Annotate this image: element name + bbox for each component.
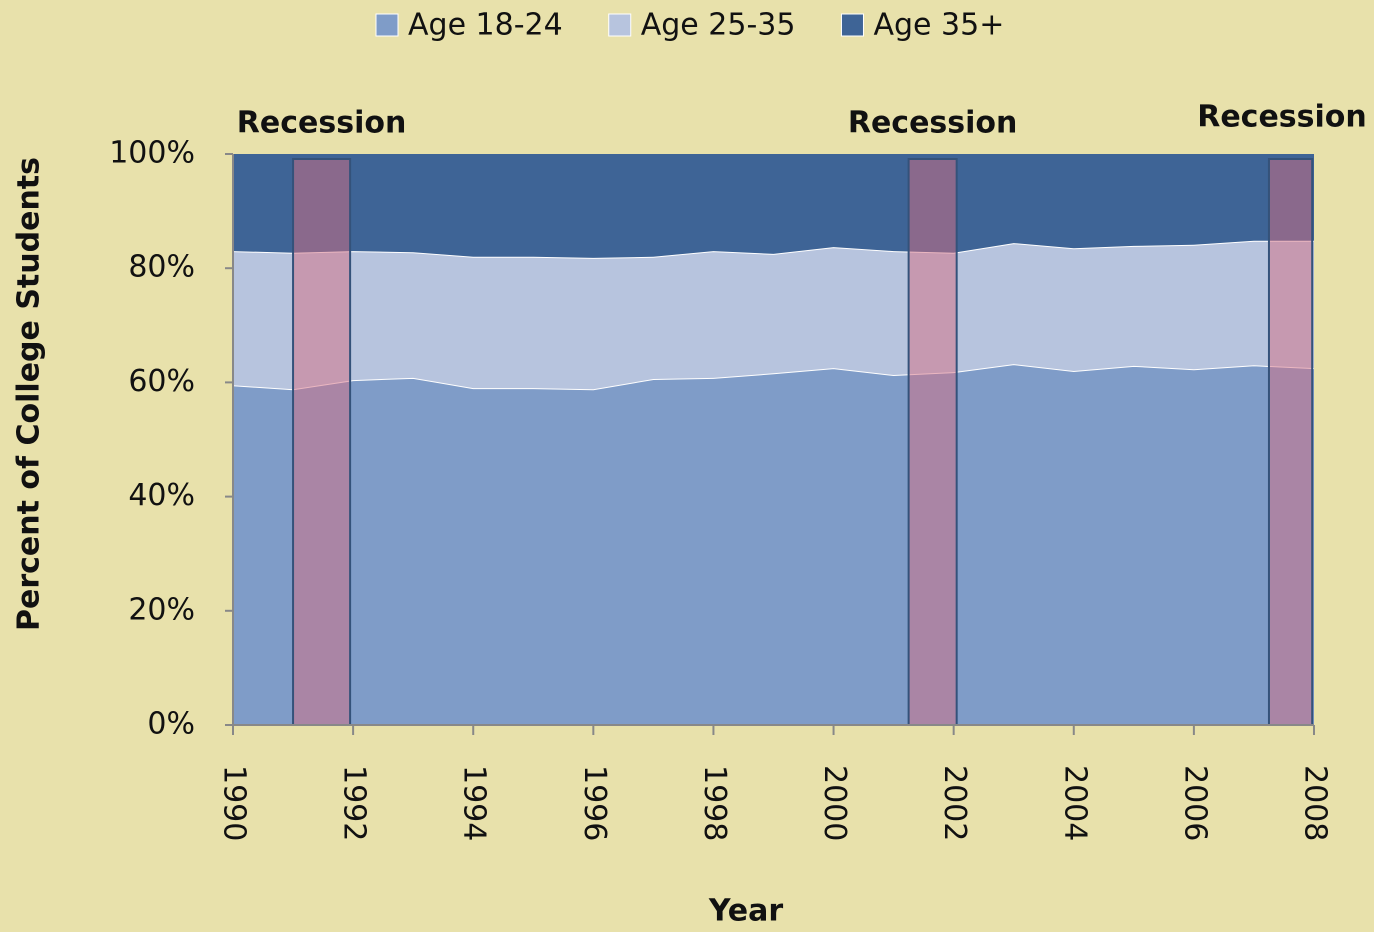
x-tick-label: 2008: [1298, 765, 1333, 841]
recession-band: [1267, 158, 1314, 726]
x-tick-label: 2000: [817, 765, 852, 841]
y-tick-label: 80%: [128, 250, 195, 285]
x-tick-label: 2002: [937, 765, 972, 841]
y-tick-label: 40%: [128, 478, 195, 513]
y-tick-label: 0%: [147, 707, 195, 742]
legend-label: Age 25-35: [641, 8, 796, 43]
recession-band: [907, 158, 958, 726]
recession-label: Recession: [1197, 100, 1367, 135]
legend-label: Age 35+: [873, 8, 1004, 43]
x-tick-label: 2006: [1177, 765, 1212, 841]
recession-band: [292, 158, 352, 726]
legend-label: Age 18-24: [408, 8, 563, 43]
recession-label: Recession: [237, 106, 407, 141]
x-tick-label: 1996: [577, 765, 612, 841]
y-tick-label: 20%: [128, 592, 195, 627]
x-tick-label: 1992: [337, 765, 372, 841]
area: [233, 154, 1314, 258]
x-tick-label: 2004: [1057, 765, 1092, 841]
legend-swatch: [840, 13, 864, 37]
x-tick-label: 1994: [457, 765, 492, 841]
legend-swatch: [608, 13, 632, 37]
x-tick-label: 1998: [697, 765, 732, 841]
y-tick-label: 60%: [128, 364, 195, 399]
x-tick-label: 1990: [217, 765, 252, 841]
area: [233, 364, 1314, 725]
legend-swatch: [375, 13, 399, 37]
x-axis-label: Year: [708, 894, 784, 929]
y-tick-label: 100%: [109, 136, 195, 171]
y-axis-label: Percent of College Students: [12, 157, 47, 631]
area: [233, 240, 1314, 390]
recession-label: Recession: [848, 106, 1018, 141]
